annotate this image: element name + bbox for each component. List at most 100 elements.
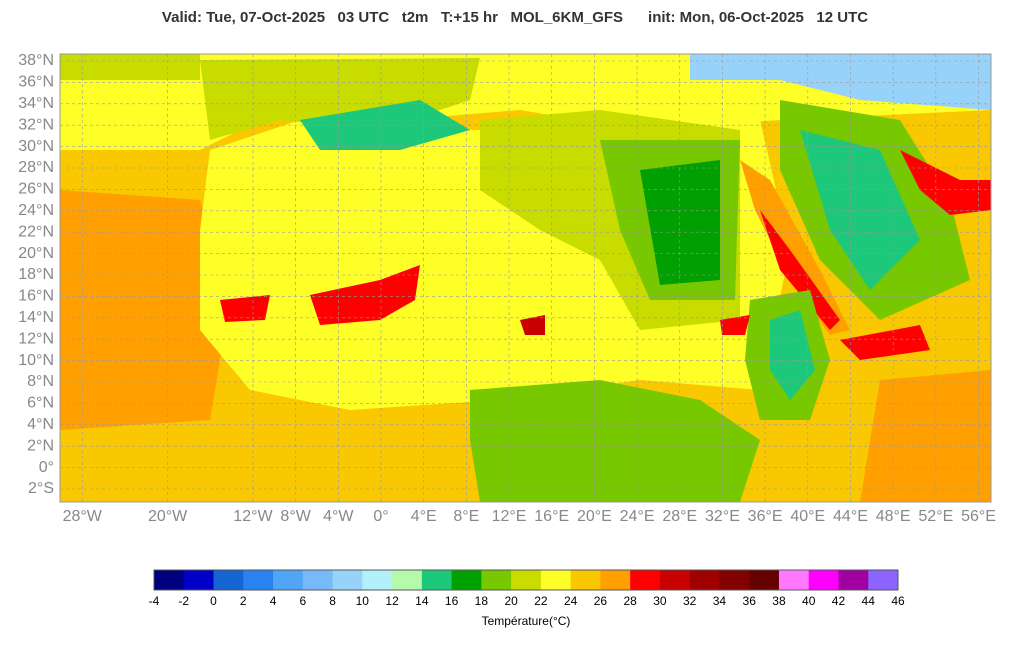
congo xyxy=(470,380,760,502)
colorbar-swatch xyxy=(154,570,185,590)
highlands xyxy=(770,310,815,400)
lon-label: 52°E xyxy=(918,508,953,525)
colorbar-tick: 2 xyxy=(240,594,247,608)
map-frame xyxy=(59,53,992,503)
colorbar-tick: -2 xyxy=(178,594,189,608)
colorbar-tick: 28 xyxy=(623,594,637,608)
colorbar-swatch xyxy=(392,570,423,590)
colorbar-swatch xyxy=(868,570,899,590)
colorbar-frame xyxy=(153,569,899,591)
colorbar-swatch xyxy=(630,570,661,590)
colorbar: -4 -2 0 2 4 6 8 10 12 14 16 18 20 22 24 26 28 30 32 34 36 38 4… xyxy=(149,569,905,608)
lat-label: 4°N xyxy=(27,416,54,433)
lat-label: 20°N xyxy=(18,245,54,262)
colorbar-tick: 44 xyxy=(862,594,876,608)
lon-label: 20°E xyxy=(577,508,612,525)
colorbar-tick: 6 xyxy=(299,594,306,608)
lon-label: 32°E xyxy=(705,508,740,525)
lat-label: 32°N xyxy=(18,116,54,133)
lat-label: 26°N xyxy=(18,181,54,198)
colorbar-tick: 12 xyxy=(385,594,399,608)
colorbar-tick: 24 xyxy=(564,594,578,608)
lon-label: 12°W xyxy=(233,508,273,525)
colorbar-swatch xyxy=(540,570,572,590)
colorbar-swatch xyxy=(689,570,720,590)
lat-label: 14°N xyxy=(18,309,54,326)
colorbar-tick: 46 xyxy=(891,594,905,608)
colorbar-swatch xyxy=(838,570,869,590)
colorbar-tick: 30 xyxy=(653,594,667,608)
lon-label: 0° xyxy=(373,508,388,525)
colorbar-tick: 4 xyxy=(270,594,277,608)
colorbar-swatch xyxy=(213,570,244,590)
red-sea xyxy=(760,210,840,330)
sahel-hot xyxy=(310,265,420,325)
colorbar-swatch xyxy=(719,570,750,590)
ocean-warm xyxy=(860,370,991,502)
lat-label: 0° xyxy=(39,459,54,476)
lat-label: 2°N xyxy=(27,437,54,454)
colorbar-tick: 26 xyxy=(594,594,608,608)
axes: 38°N 36°N 34°N 32°N 30°N 28°N 26°N 24°N 22°N 20°N… xyxy=(18,52,996,525)
colorbar-tick: 14 xyxy=(415,594,429,608)
lat-label: 18°N xyxy=(18,266,54,283)
lon-label: 4°E xyxy=(411,508,437,525)
colorbar-swatch xyxy=(749,570,780,590)
lat-label: 2°S xyxy=(28,480,54,497)
red-sea-coast xyxy=(740,160,850,335)
lon-label: 28°W xyxy=(63,508,103,525)
colorbar-swatch xyxy=(451,570,482,590)
colorbar-swatch xyxy=(778,570,810,590)
colorbar-swatch xyxy=(600,570,631,590)
lon-label: 40°E xyxy=(790,508,825,525)
lon-label: 4°W xyxy=(323,508,354,525)
lat-label: 16°N xyxy=(18,288,54,305)
title: Valid: Tue, 07-Oct-2025 03 UTC t2m T:+15… xyxy=(162,9,868,26)
lat-label: 6°N xyxy=(27,395,54,412)
colorbar-tick: 18 xyxy=(475,594,489,608)
colorbar-tick: 0 xyxy=(210,594,217,608)
arabia-inner xyxy=(800,130,920,290)
colorbar-tick: 34 xyxy=(713,594,727,608)
lat-label: 28°N xyxy=(18,159,54,176)
map xyxy=(60,54,991,502)
lon-label: 8°E xyxy=(453,508,479,525)
lon-label: 12°E xyxy=(492,508,527,525)
lat-label: 30°N xyxy=(18,138,54,155)
lat-label: 24°N xyxy=(18,202,54,219)
colorbar-swatch xyxy=(808,570,839,590)
ocean-warm xyxy=(60,190,230,430)
colorbar-tick: 36 xyxy=(743,594,757,608)
colorbar-swatch xyxy=(183,570,215,590)
colorbar-tick: -4 xyxy=(149,594,160,608)
colorbar-tick: 32 xyxy=(683,594,697,608)
colorbar-swatch xyxy=(243,570,274,590)
sahel-hot xyxy=(220,295,270,322)
gulf-of-aden xyxy=(840,325,930,360)
lat-label: 10°N xyxy=(18,352,54,369)
lon-label: 48°E xyxy=(876,508,911,525)
grid xyxy=(60,54,991,502)
colorbar-swatch xyxy=(481,570,512,590)
colorbar-swatch xyxy=(570,570,601,590)
gulf xyxy=(900,150,991,215)
iberia xyxy=(60,54,200,80)
colorbar-swatch xyxy=(659,570,691,590)
colorbar-tick: 20 xyxy=(504,594,518,608)
lon-label: 8°W xyxy=(280,508,311,525)
lon-label: 16°E xyxy=(534,508,569,525)
lat-label: 34°N xyxy=(18,95,54,112)
lon-label: 36°E xyxy=(748,508,783,525)
lat-label: 22°N xyxy=(18,223,54,240)
lat-label: 38°N xyxy=(18,52,54,69)
lon-label: 28°E xyxy=(662,508,697,525)
lon-label: 56°E xyxy=(961,508,996,525)
colorbar-tick: 40 xyxy=(802,594,816,608)
colorbar-tick: 42 xyxy=(832,594,846,608)
colorbar-swatch xyxy=(421,570,453,590)
lat-label: 12°N xyxy=(18,330,54,347)
colorbar-tick: 38 xyxy=(772,594,786,608)
colorbar-swatch xyxy=(511,570,542,590)
lat-label: 36°N xyxy=(18,74,54,91)
